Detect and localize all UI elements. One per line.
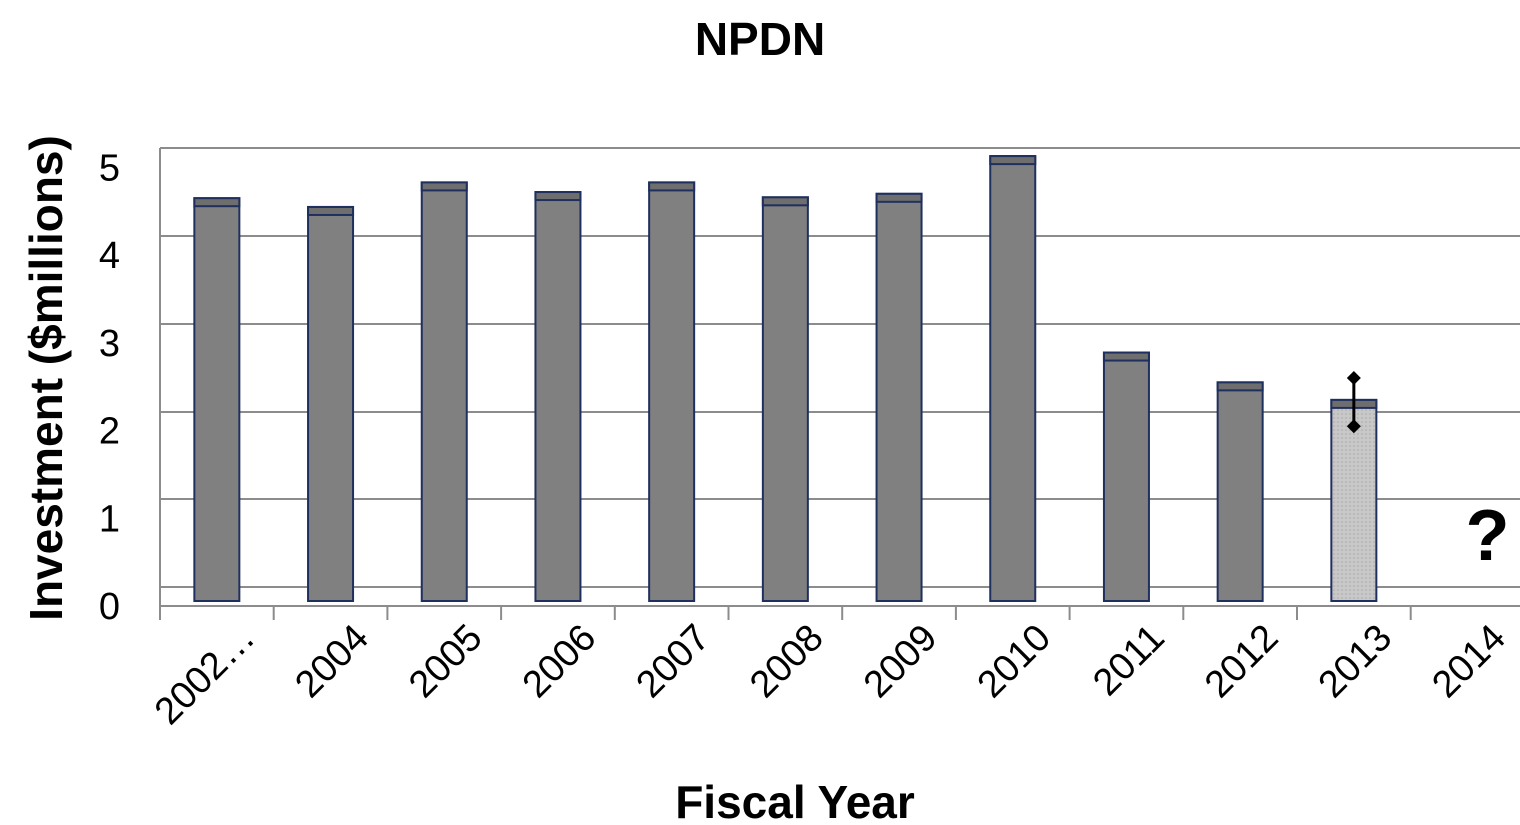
bars: [193, 155, 1378, 602]
bar-2004: [307, 205, 355, 602]
bar-2006: [534, 191, 582, 602]
grid-lines: [160, 147, 1520, 588]
y-tick-label: 3: [99, 323, 120, 365]
x-tick-label: 2013: [1311, 617, 1400, 706]
bar-2007: [648, 181, 696, 602]
y-tick-label: 4: [99, 235, 120, 277]
bar-cap: [761, 196, 809, 207]
bar-cap: [534, 191, 582, 202]
bar-cap: [648, 181, 696, 192]
y-tick-label: 0: [99, 586, 120, 628]
bar-2005: [420, 181, 468, 602]
y-tick-label: 5: [99, 148, 120, 190]
error-bar-high-marker: [1346, 370, 1361, 385]
bar-2008: [761, 196, 809, 602]
bar-2009: [875, 192, 923, 602]
x-tick-label: 2005: [401, 617, 490, 706]
bar-2012: [1216, 381, 1264, 602]
bar-cap: [193, 197, 241, 208]
y-tick-label: 1: [99, 498, 120, 540]
x-tick-label: 2002…: [147, 617, 263, 733]
y-tick-label: 2: [99, 411, 120, 453]
y-axis-title: Investment ($millions): [20, 135, 72, 621]
bar-cap: [307, 205, 355, 216]
bar-cap: [1216, 381, 1264, 392]
x-tick-label: 2004: [287, 617, 376, 706]
x-tick-label: 2012: [1197, 617, 1286, 706]
x-tick-label: 2011: [1085, 617, 1172, 704]
bar-cap: [1102, 351, 1150, 362]
bar-2011: [1102, 351, 1150, 602]
bar-cap: [989, 155, 1037, 166]
bar-2013: [1330, 398, 1378, 602]
bar-2010: [989, 155, 1037, 602]
x-axis-title: Fiscal Year: [675, 776, 915, 825]
error-bar-low-marker: [1346, 419, 1361, 434]
x-tick-label: 2009: [856, 617, 945, 706]
annotation-question-mark: ?: [1466, 496, 1510, 576]
x-tick-label: 2014: [1424, 617, 1513, 706]
x-tick-label: 2008: [742, 617, 831, 706]
bar-cap: [420, 181, 468, 192]
x-tick-label: 2007: [629, 617, 718, 706]
annotations: ?: [1346, 370, 1510, 576]
bar-cap: [875, 192, 923, 203]
bar-2002…: [193, 197, 241, 602]
chart-title: NPDN: [695, 13, 825, 65]
x-tick-label: 2006: [515, 617, 604, 706]
x-tick-label: 2010: [970, 617, 1059, 706]
